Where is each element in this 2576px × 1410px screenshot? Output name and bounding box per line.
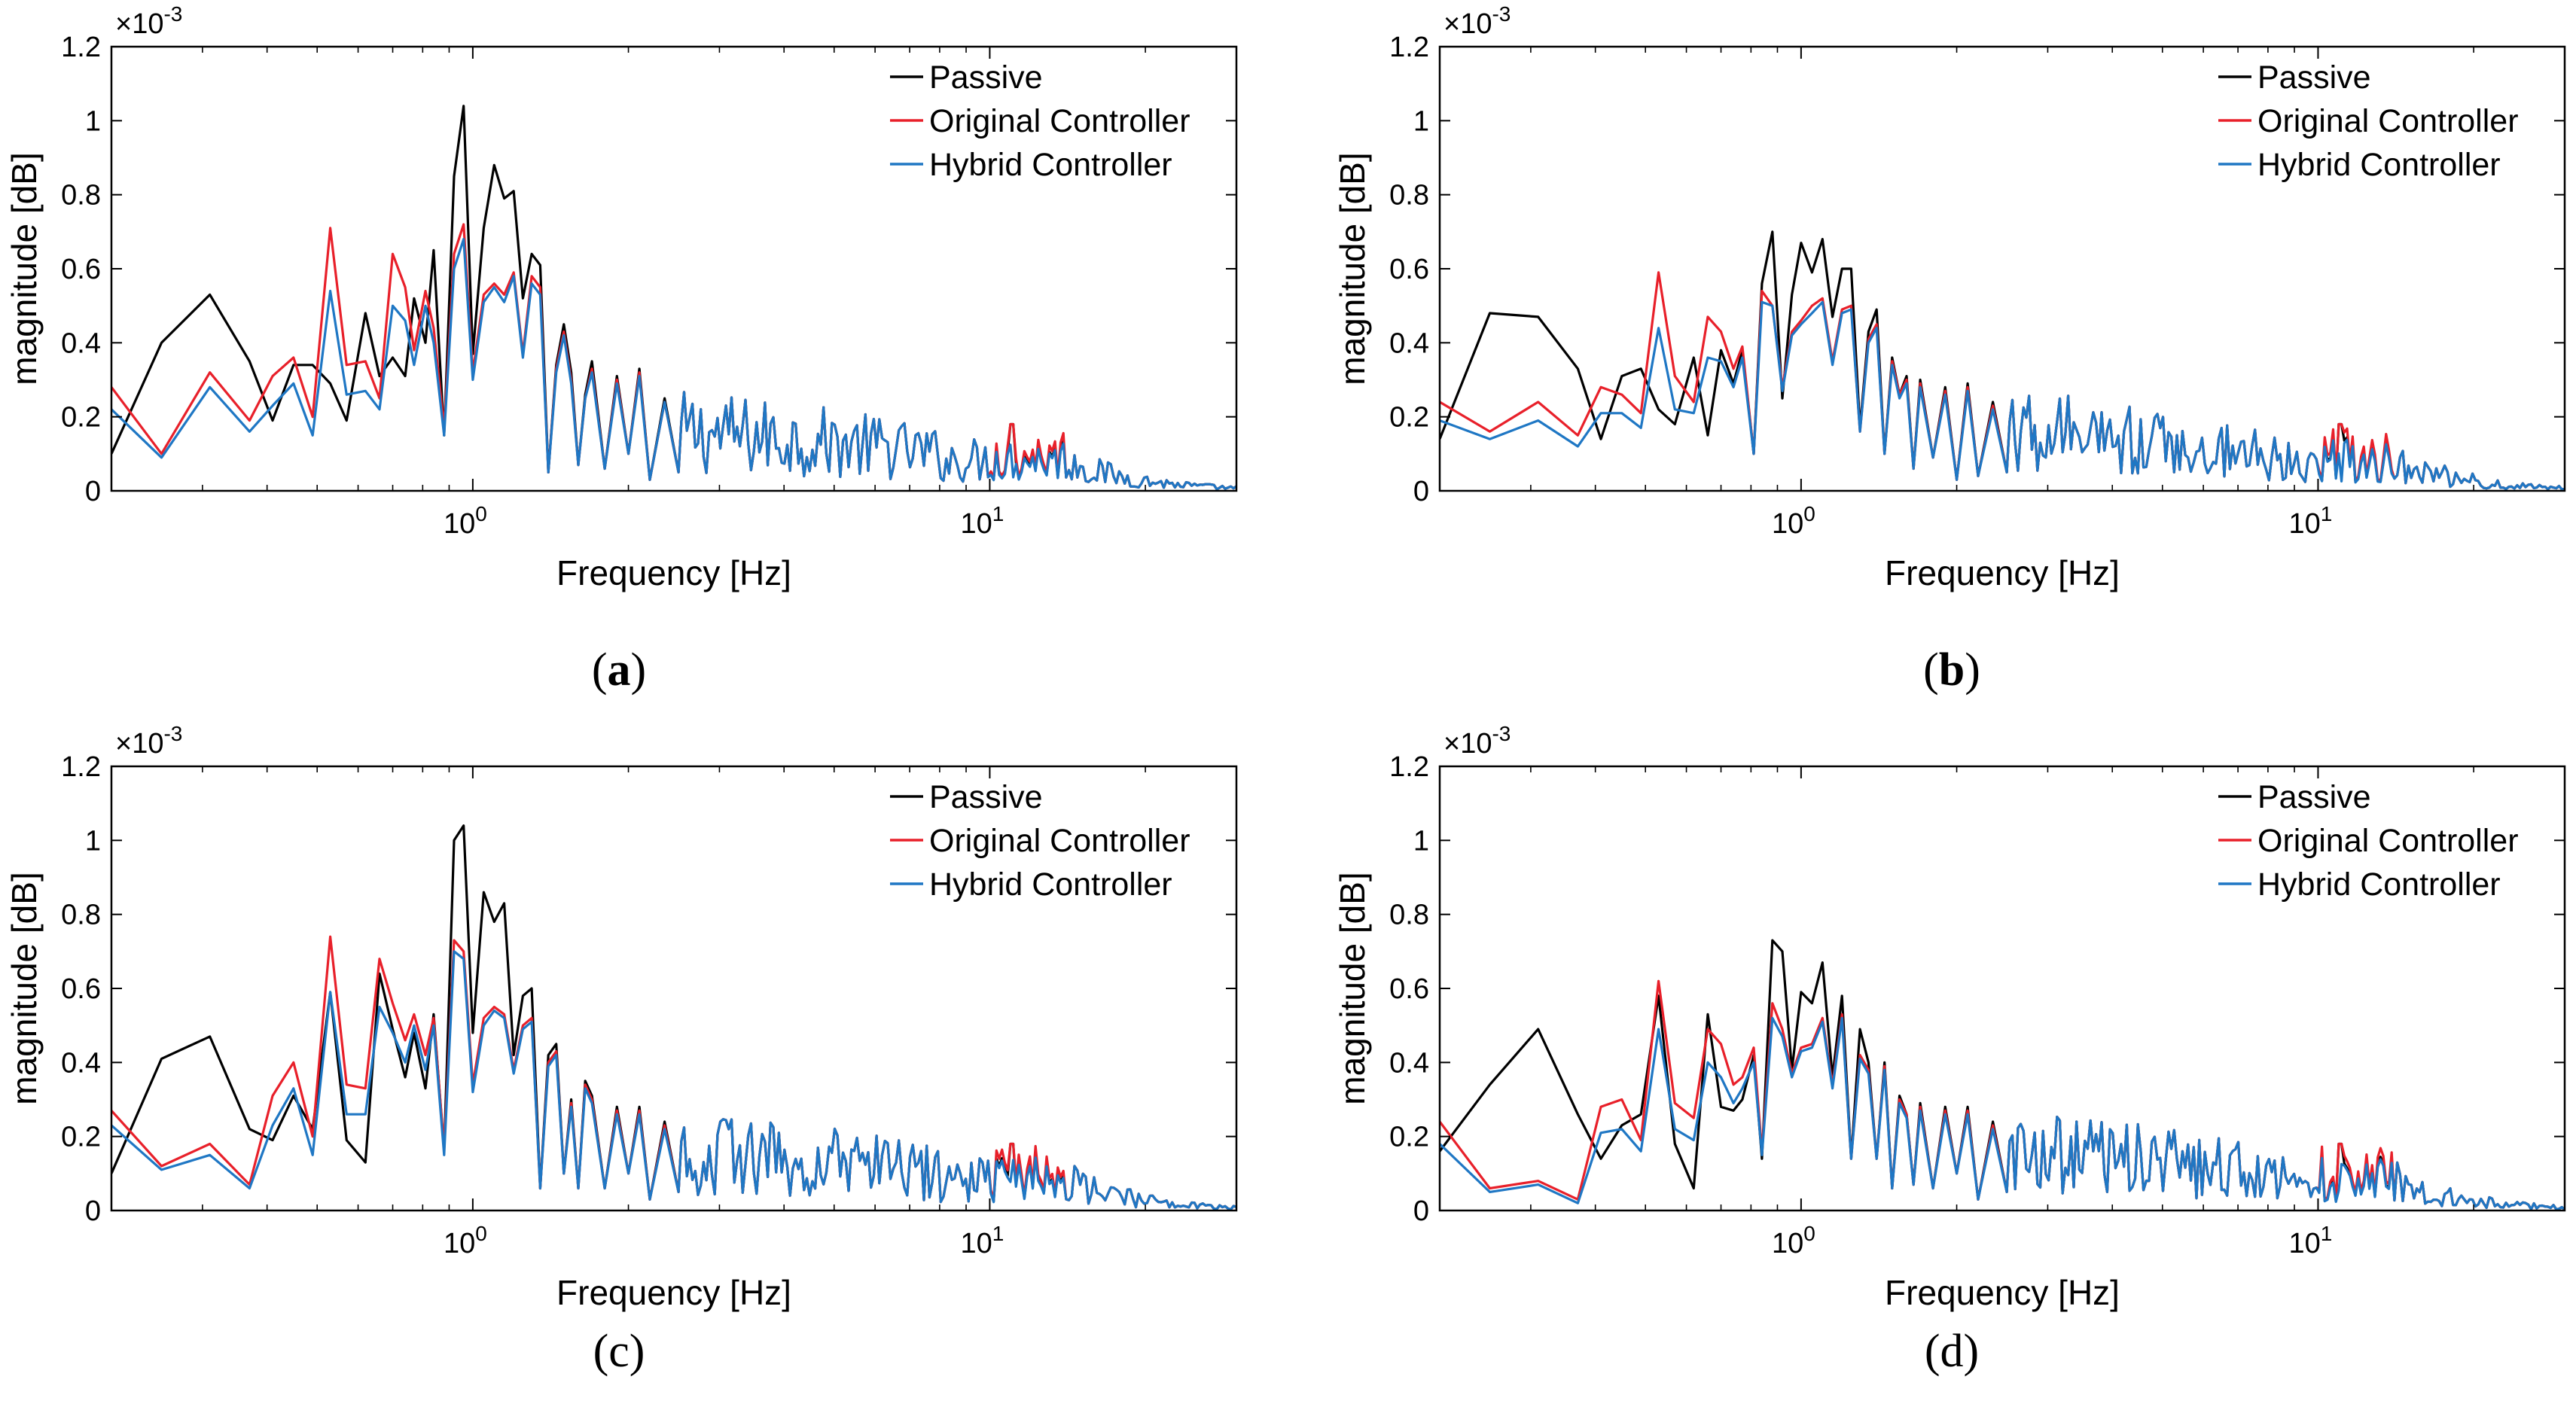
- y-tick-label: 1.2: [61, 32, 101, 63]
- y-tick-label: 0.4: [61, 327, 101, 359]
- series-group: [111, 824, 1236, 1211]
- series-line-hybrid-controller: [1440, 300, 2565, 491]
- x-tick-label: 100: [1772, 502, 1815, 540]
- panel-caption: (d): [1925, 1326, 1979, 1377]
- chart-panel-d: 0 0.2 0.4 0.6 0.8 1 1.2 ×10-3 100 101 Frequency [H…: [1333, 722, 2566, 1377]
- y-tick-label: 0.4: [1389, 327, 1429, 359]
- y-tick-label: 0.8: [1389, 180, 1429, 212]
- y-tick-label: 1: [85, 825, 101, 857]
- panel-caption: (a): [592, 644, 646, 696]
- legend-label: Hybrid Controller: [2257, 866, 2501, 903]
- y-tick-label: 0.4: [61, 1047, 101, 1079]
- x-axis-label: Frequency [Hz]: [556, 553, 791, 592]
- x-axis-label: Frequency [Hz]: [1885, 553, 2120, 592]
- y-axis-label: magnitude [dB]: [1333, 152, 1372, 385]
- series-line-passive: [1440, 230, 2565, 491]
- y-tick-label: 0: [1413, 1195, 1429, 1227]
- y-tick-label: 0.8: [61, 900, 101, 931]
- y-multiplier: ×10-3: [1443, 722, 1511, 760]
- series-group: [1440, 939, 2565, 1211]
- y-tick-label: 0.2: [1389, 1122, 1429, 1153]
- series-group: [111, 105, 1236, 491]
- series-line-hybrid-controller: [111, 950, 1236, 1211]
- chart-panel-a: 0 0.2 0.4 0.6 0.8 1 1.2 ×10-3 100 101 Frequency [H…: [5, 2, 1238, 696]
- x-axis-label: Frequency [Hz]: [1885, 1273, 2120, 1312]
- y-multiplier: ×10-3: [115, 722, 182, 760]
- x-axis-label: Frequency [Hz]: [556, 1273, 791, 1312]
- x-tick-label: 100: [444, 502, 487, 540]
- y-multiplier: ×10-3: [1443, 2, 1511, 40]
- panel-caption: (b): [1923, 644, 1980, 696]
- y-tick-label: 0.2: [1389, 402, 1429, 434]
- y-tick-label: 0: [85, 476, 101, 507]
- y-tick-label: 0.2: [61, 1122, 101, 1153]
- y-tick-label: 0.8: [61, 180, 101, 212]
- y-tick-label: 1.2: [61, 751, 101, 783]
- x-tick-label: 101: [2289, 1222, 2333, 1259]
- legend-label: Hybrid Controller: [929, 147, 1172, 183]
- series-line-hybrid-controller: [111, 238, 1236, 491]
- y-tick-label: 0.6: [61, 973, 101, 1005]
- x-tick-label: 101: [961, 1222, 1004, 1259]
- chart-panel-c: 0 0.2 0.4 0.6 0.8 1 1.2 ×10-3 100 101 Frequency [H…: [5, 722, 1238, 1377]
- legend-label: Original Controller: [2257, 823, 2519, 859]
- y-tick-label: 1.2: [1389, 32, 1429, 63]
- legend-label: Original Controller: [929, 823, 1190, 859]
- panel-caption: (c): [593, 1326, 645, 1377]
- series-line-hybrid-controller: [1440, 1016, 2565, 1211]
- legend-label: Original Controller: [2257, 103, 2519, 139]
- y-tick-label: 0.8: [1389, 900, 1429, 931]
- y-tick-label: 1: [1413, 105, 1429, 137]
- legend-label: Passive: [2257, 779, 2371, 815]
- x-tick-label: 101: [2289, 502, 2333, 540]
- y-tick-label: 0.6: [61, 254, 101, 285]
- chart-panel-b: 0 0.2 0.4 0.6 0.8 1 1.2 ×10-3 100 101 Frequency [H…: [1333, 2, 2566, 696]
- y-tick-label: 0.4: [1389, 1047, 1429, 1079]
- y-axis-label: magnitude [dB]: [5, 872, 44, 1104]
- x-tick-label: 101: [961, 502, 1004, 540]
- legend-label: Passive: [2257, 59, 2371, 96]
- y-multiplier: ×10-3: [115, 2, 182, 40]
- y-tick-label: 1: [1413, 825, 1429, 857]
- y-tick-label: 1: [85, 105, 101, 137]
- y-tick-label: 0: [1413, 476, 1429, 507]
- y-tick-label: 1.2: [1389, 751, 1429, 783]
- x-tick-label: 100: [444, 1222, 487, 1259]
- legend-label: Original Controller: [929, 103, 1190, 139]
- y-tick-label: 0.2: [61, 402, 101, 434]
- y-tick-label: 0: [85, 1195, 101, 1227]
- y-tick-label: 0.6: [1389, 254, 1429, 285]
- y-axis-label: magnitude [dB]: [1333, 872, 1372, 1104]
- legend-label: Passive: [929, 59, 1043, 96]
- legend-label: Hybrid Controller: [2257, 147, 2501, 183]
- series-group: [1440, 230, 2565, 491]
- series-line-original-controller: [111, 935, 1236, 1211]
- y-axis-label: magnitude [dB]: [5, 152, 44, 385]
- x-tick-label: 100: [1772, 1222, 1815, 1259]
- legend-label: Passive: [929, 779, 1043, 815]
- legend-label: Hybrid Controller: [929, 866, 1172, 903]
- y-tick-label: 0.6: [1389, 973, 1429, 1005]
